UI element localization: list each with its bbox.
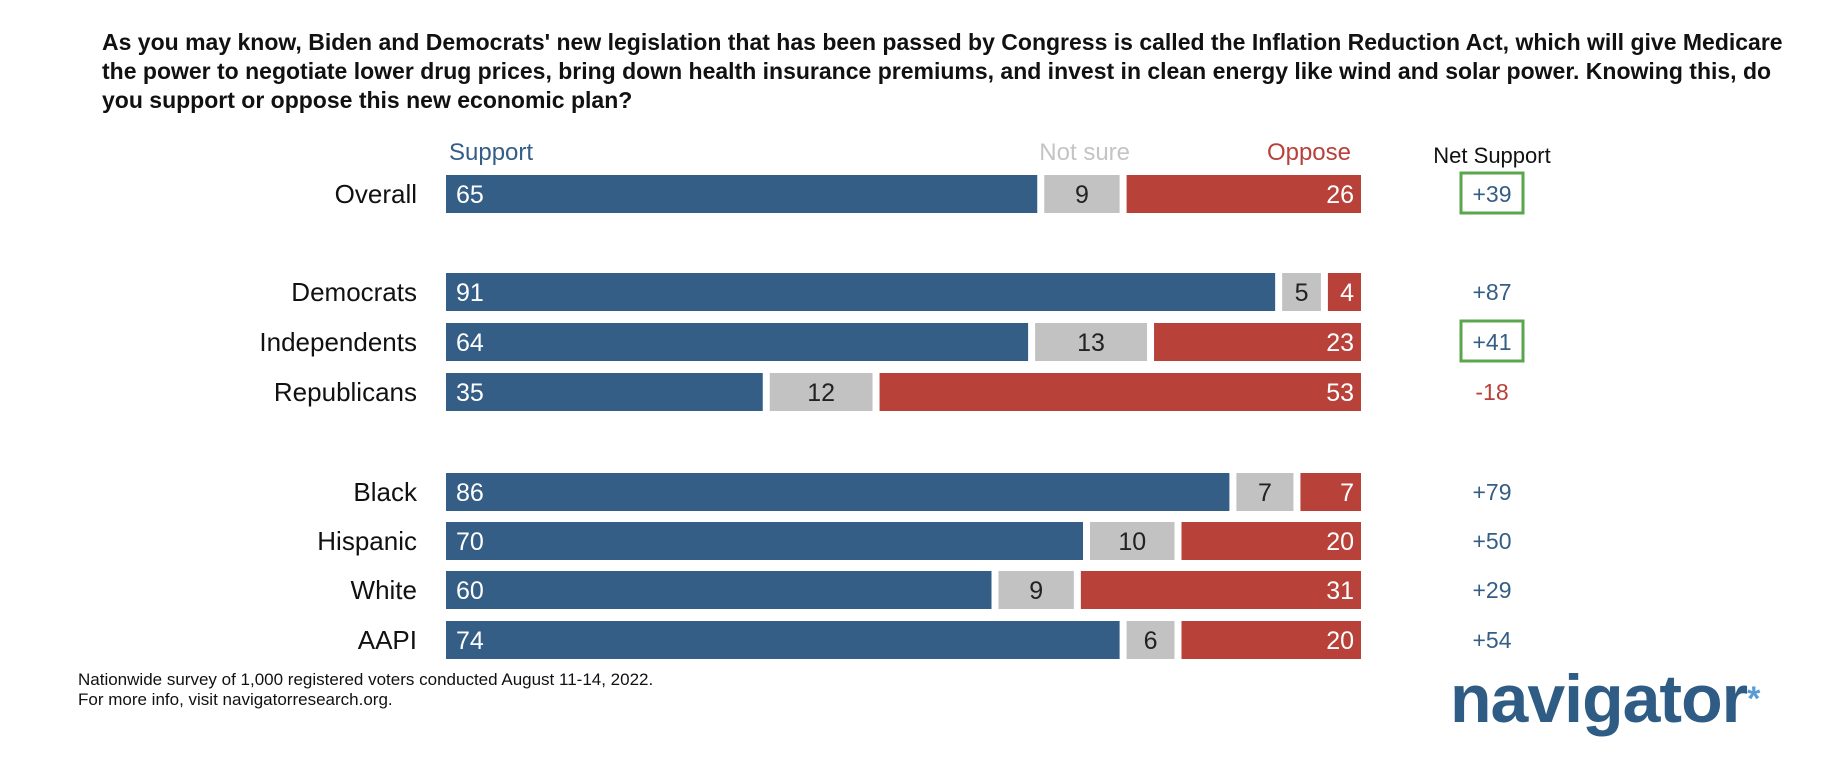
bar-label-support-republicans: 35 xyxy=(456,379,484,407)
net-support-hispanic: +50 xyxy=(1472,528,1511,554)
bar-not-sure-republicans xyxy=(769,373,873,411)
bar-label-not-sure-hispanic: 10 xyxy=(1118,528,1146,556)
category-label-hispanic: Hispanic xyxy=(317,526,417,556)
footnote: Nationwide survey of 1,000 registered vo… xyxy=(78,670,653,710)
header-not-sure: Not sure xyxy=(1039,139,1130,166)
bar-support-independents xyxy=(446,323,1029,361)
bar-label-oppose-black: 7 xyxy=(1340,479,1354,507)
category-label-white: White xyxy=(351,575,417,605)
bar-label-oppose-independents: 23 xyxy=(1326,329,1354,357)
bar-oppose-democrats xyxy=(1327,273,1361,311)
logo-text: navigator xyxy=(1450,661,1748,737)
bar-oppose-white xyxy=(1080,571,1361,609)
header-support: Support xyxy=(449,139,533,166)
footnote-line-1: Nationwide survey of 1,000 registered vo… xyxy=(78,670,654,689)
category-label-independents: Independents xyxy=(259,327,417,357)
bar-label-support-white: 60 xyxy=(456,577,484,605)
bar-support-overall xyxy=(446,175,1038,213)
bar-not-sure-independents xyxy=(1035,323,1148,361)
bar-oppose-black xyxy=(1300,473,1361,511)
bar-oppose-independents xyxy=(1154,323,1361,361)
category-label-black: Black xyxy=(353,477,418,507)
bar-oppose-aapi xyxy=(1181,621,1361,659)
bar-label-oppose-democrats: 4 xyxy=(1340,279,1354,307)
logo-mark: * xyxy=(1747,680,1760,718)
bar-label-support-black: 86 xyxy=(456,479,484,507)
bar-label-support-aapi: 74 xyxy=(456,627,484,655)
net-support-independents: +41 xyxy=(1472,329,1511,355)
bar-label-not-sure-independents: 13 xyxy=(1077,329,1105,357)
chart-question-title: As you may know, Biden and Democrats' ne… xyxy=(102,29,1783,113)
category-label-aapi: AAPI xyxy=(358,625,417,655)
bar-support-aapi xyxy=(446,621,1120,659)
navigator-logo: navigator* xyxy=(1450,661,1760,737)
bar-support-republicans xyxy=(446,373,763,411)
category-label-democrats: Democrats xyxy=(291,277,417,307)
bar-support-democrats xyxy=(446,273,1276,311)
bar-label-not-sure-white: 9 xyxy=(1029,577,1043,605)
bar-not-sure-hispanic xyxy=(1090,522,1175,560)
net-support-aapi: +54 xyxy=(1472,627,1511,653)
header-net-support: Net Support xyxy=(1433,143,1550,168)
bar-label-not-sure-democrats: 5 xyxy=(1295,279,1309,307)
net-support-republicans: -18 xyxy=(1475,379,1508,405)
bar-label-not-sure-overall: 9 xyxy=(1075,181,1089,209)
bar-label-oppose-republicans: 53 xyxy=(1326,379,1354,407)
header-oppose: Oppose xyxy=(1267,139,1351,166)
bar-oppose-republicans xyxy=(879,373,1361,411)
category-label-republicans: Republicans xyxy=(274,377,417,407)
category-label-overall: Overall xyxy=(335,179,417,209)
net-highlight-box-overall xyxy=(1459,171,1525,215)
bar-label-not-sure-aapi: 6 xyxy=(1144,627,1158,655)
bar-label-oppose-overall: 26 xyxy=(1326,181,1354,209)
net-support-white: +29 xyxy=(1472,577,1511,603)
bar-oppose-hispanic xyxy=(1181,522,1361,560)
bar-label-support-democrats: 91 xyxy=(456,279,484,307)
bar-not-sure-white xyxy=(998,571,1074,609)
bar-support-hispanic xyxy=(446,522,1083,560)
bar-label-not-sure-republicans: 12 xyxy=(807,379,835,407)
bar-oppose-overall xyxy=(1126,175,1361,213)
bar-label-support-independents: 64 xyxy=(456,329,484,357)
bar-not-sure-democrats xyxy=(1282,273,1321,311)
bar-support-black xyxy=(446,473,1230,511)
bar-label-not-sure-black: 7 xyxy=(1258,479,1272,507)
bar-not-sure-black xyxy=(1236,473,1294,511)
net-support-black: +79 xyxy=(1472,479,1511,505)
bar-label-support-overall: 65 xyxy=(456,181,484,209)
bar-support-white xyxy=(446,571,992,609)
bar-label-oppose-white: 31 xyxy=(1326,577,1354,605)
bar-label-oppose-hispanic: 20 xyxy=(1326,528,1354,556)
bar-label-oppose-aapi: 20 xyxy=(1326,627,1354,655)
net-support-democrats: +87 xyxy=(1472,279,1511,305)
net-highlight-box-independents xyxy=(1459,319,1525,363)
bar-not-sure-overall xyxy=(1044,175,1120,213)
bar-not-sure-aapi xyxy=(1126,621,1175,659)
net-support-overall: +39 xyxy=(1472,181,1511,207)
footnote-line-2: For more info, visit navigatorresearch.o… xyxy=(78,690,393,709)
bar-label-support-hispanic: 70 xyxy=(456,528,484,556)
